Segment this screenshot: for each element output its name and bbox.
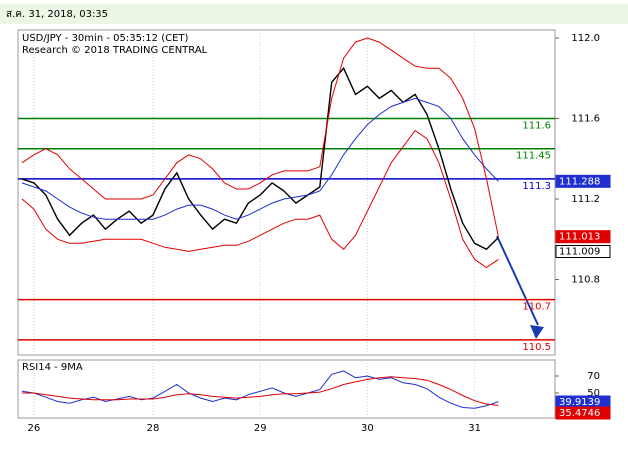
level-label: 111.6 [522, 121, 551, 132]
rsi-panel [17, 359, 556, 419]
y-tick-label: 50 [587, 388, 600, 399]
chart-title: USD/JPY - 30min - 05:35:12 (CET) [22, 33, 189, 44]
last-value-label: 111.013 [559, 232, 600, 243]
level-label: 111.45 [516, 151, 551, 162]
series-line [21, 37, 499, 237]
chart-subtitle: Research © 2018 TRADING CENTRAL [22, 45, 208, 56]
x-tick-label: 26 [28, 423, 41, 434]
last-value-label: 111.288 [559, 176, 600, 187]
series-line [22, 376, 499, 406]
forecast-arrowhead [530, 325, 544, 339]
last-value-box [555, 174, 611, 188]
series-line [21, 97, 499, 220]
level-label: 110.5 [522, 342, 551, 353]
last-value-label: 35.4746 [559, 408, 600, 419]
last-value-box [555, 230, 611, 244]
y-tick-label: 111.6 [571, 114, 600, 125]
price-panel [17, 29, 556, 356]
x-tick-label: 31 [468, 423, 481, 434]
x-tick-label: 29 [254, 423, 267, 434]
series-line [21, 66, 499, 251]
y-tick-label: 111.2 [571, 194, 600, 205]
forecast-arrow [496, 235, 539, 326]
y-tick-label: 112.0 [571, 33, 600, 44]
x-tick-label: 28 [147, 423, 160, 434]
rsi-title: RSI14 - 9MA [22, 362, 83, 373]
last-value-label: 39.9139 [559, 397, 600, 408]
header-bar [0, 4, 628, 24]
last-value-box [555, 406, 611, 420]
last-value-label: 111.009 [559, 246, 600, 257]
last-value-box [555, 244, 611, 258]
x-tick-label: 30 [361, 423, 374, 434]
y-tick-label: 110.8 [571, 275, 600, 286]
y-tick-label: 70 [587, 371, 600, 382]
level-label: 111.3 [522, 181, 551, 192]
series-line [21, 129, 499, 269]
level-label: 110.7 [522, 302, 551, 313]
timestamp: ส.ค. 31, 2018, 03:35 [6, 9, 108, 20]
